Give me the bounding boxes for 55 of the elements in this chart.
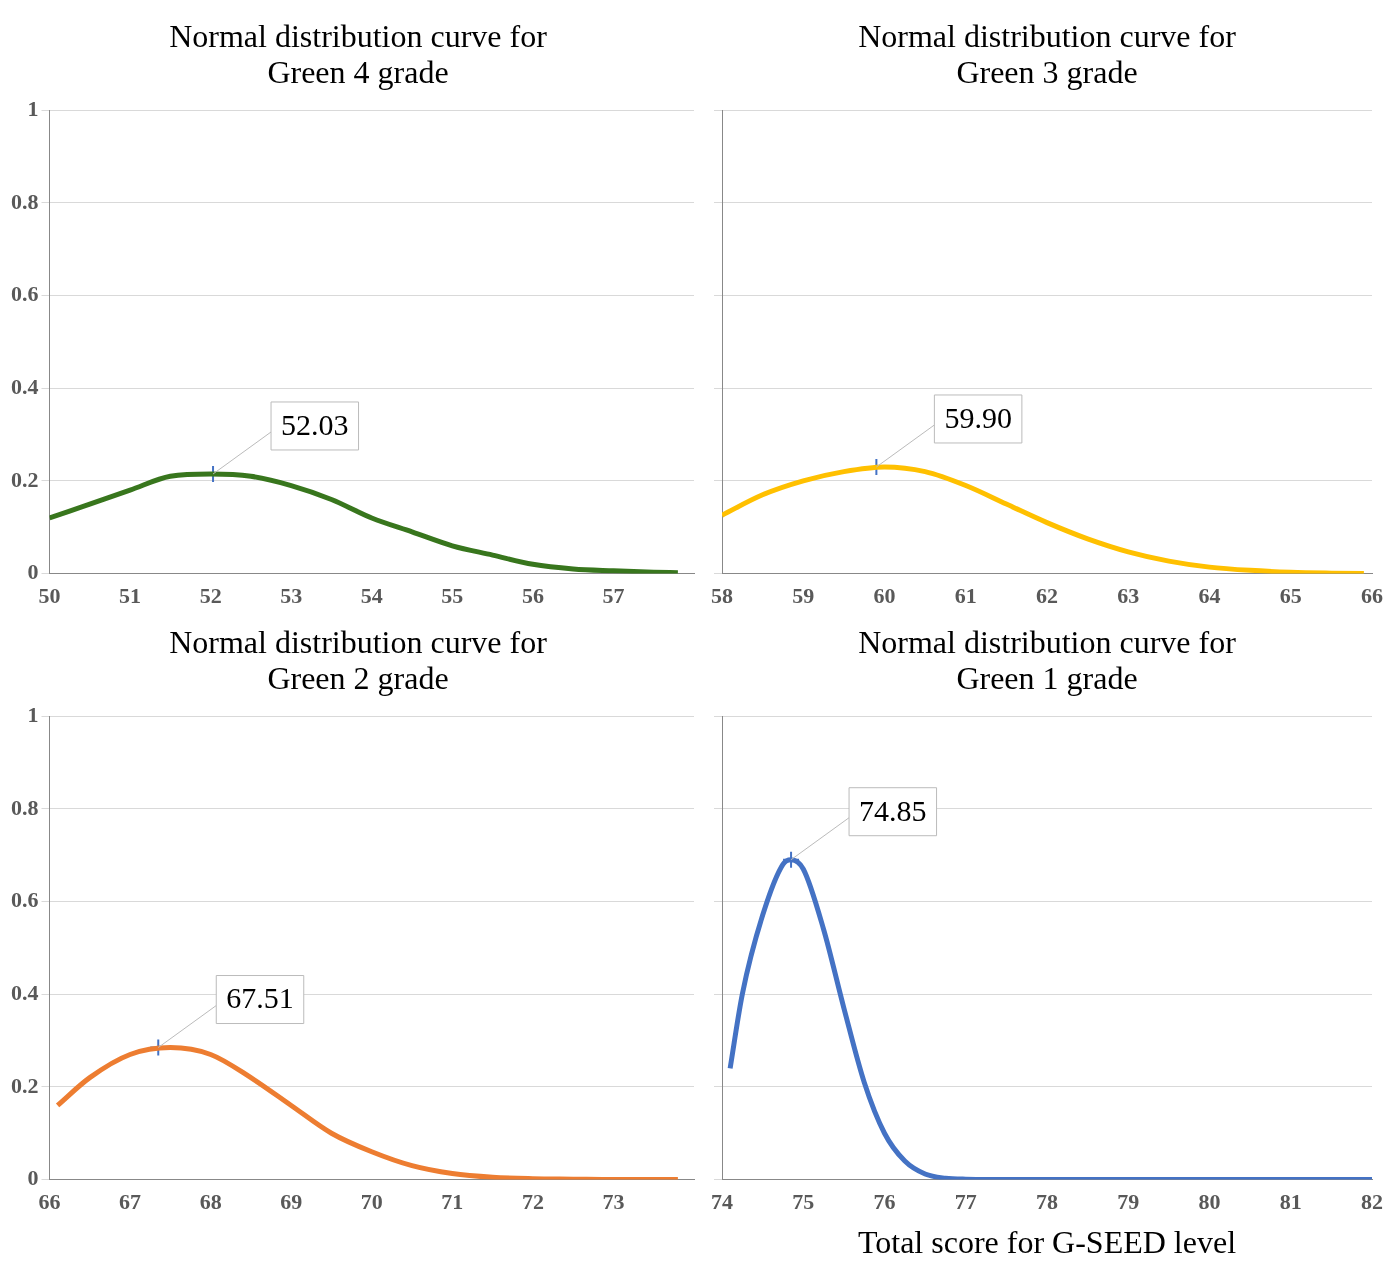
x-tick-label: 70 [360, 1189, 383, 1215]
x-tick-label: 78 [1036, 1189, 1058, 1215]
x-tick-label: 67 [119, 1189, 142, 1215]
annotation: 67.51 [226, 981, 294, 1015]
x-tick-label: 64 [1198, 583, 1221, 609]
x-tick-label: 79 [1117, 1189, 1140, 1215]
y-tick-label: 0.6 [11, 281, 39, 307]
x-tick-label: 51 [119, 583, 142, 609]
y-tick-label: 0.8 [11, 794, 39, 820]
y-tick-label: 1 [27, 95, 39, 121]
x-tick-label: 80 [1198, 1189, 1221, 1215]
x-tick-label: 72 [521, 1189, 544, 1215]
x-tick-label: 58 [711, 583, 733, 609]
x-tick-label: 55 [441, 583, 464, 609]
x-tick-label: 68 [199, 1189, 222, 1215]
x-tick-label: 77 [954, 1189, 977, 1215]
annotation: 59.90 [944, 400, 1012, 434]
x-tick-label: 76 [873, 1189, 896, 1215]
chart-title: Normal distribution curve for Green 2 grade [168, 624, 548, 696]
y-tick-label: 0.2 [11, 466, 39, 492]
x-tick-label: 82 [1361, 1189, 1383, 1215]
y-tick-label: 0 [27, 1165, 39, 1191]
x-tick-label: 66 [1361, 583, 1383, 609]
x-tick-label: 81 [1279, 1189, 1302, 1215]
x-tick-label: 63 [1117, 583, 1140, 609]
x-tick-label: 53 [280, 583, 303, 609]
x-axis-title: Total score for G-SEED level [856, 1224, 1238, 1261]
x-tick-label: 61 [954, 583, 977, 609]
y-tick-label: 0.8 [11, 188, 39, 214]
x-tick-label: 73 [602, 1189, 625, 1215]
y-tick-label: 0.6 [11, 887, 39, 913]
y-tick-label: 1 [27, 701, 39, 727]
x-tick-label: 65 [1279, 583, 1302, 609]
x-tick-label: 62 [1036, 583, 1058, 609]
x-tick-label: 56 [521, 583, 544, 609]
chart-title: Normal distribution curve for Green 4 grade [168, 18, 548, 90]
x-tick-label: 69 [280, 1189, 303, 1215]
x-tick-label: 75 [792, 1189, 815, 1215]
y-tick-label: 0.2 [11, 1072, 39, 1098]
x-tick-label: 66 [38, 1189, 61, 1215]
x-tick-label: 54 [360, 583, 383, 609]
x-tick-label: 74 [711, 1189, 733, 1215]
x-tick-label: 52 [199, 583, 222, 609]
x-tick-label: 59 [792, 583, 815, 609]
x-tick-label: 57 [602, 583, 625, 609]
annotation: 74.85 [859, 793, 927, 827]
x-tick-label: 50 [38, 583, 61, 609]
x-tick-label: 60 [873, 583, 896, 609]
y-tick-label: 0 [27, 559, 39, 585]
annotation: 52.03 [281, 407, 349, 441]
y-tick-label: 0.4 [11, 373, 39, 399]
chart-title: Normal distribution curve for Green 3 grade [857, 18, 1237, 90]
y-tick-label: 0.4 [11, 979, 39, 1005]
x-tick-label: 71 [441, 1189, 464, 1215]
chart-title: Normal distribution curve for Green 1 grade [857, 624, 1237, 696]
